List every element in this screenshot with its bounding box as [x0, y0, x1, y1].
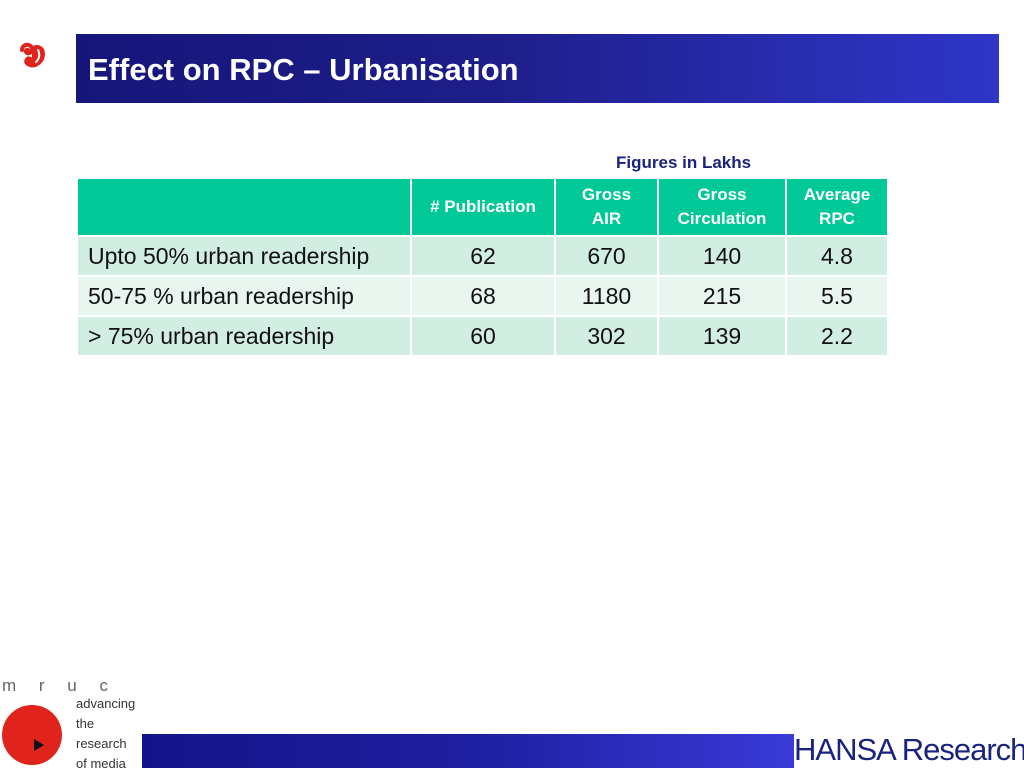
- header-average-rpc-line2: RPC: [819, 209, 855, 228]
- mruc-tagline-line: of media: [76, 756, 126, 771]
- hansa-logo-text: HANSA Research: [794, 732, 1024, 767]
- header-gross-circulation: Gross Circulation: [657, 177, 787, 237]
- header-gross-circulation-line1: Gross: [697, 185, 747, 204]
- mruc-letters: m r u c: [2, 676, 117, 695]
- cell-average-rpc: 4.8: [785, 235, 889, 277]
- cell-publication: 68: [410, 275, 556, 317]
- cell-gross-circulation: 140: [657, 235, 787, 277]
- table-row: > 75% urban readership 60 302 139 2.2: [76, 315, 889, 357]
- table-header-row: # Publication Gross AIR Gross Circulatio…: [76, 177, 889, 237]
- figures-note: Figures in Lakhs: [616, 153, 752, 172]
- mruc-tagline-line: research: [76, 736, 127, 751]
- mruc-tagline-line: the: [76, 716, 95, 731]
- header-empty: [76, 177, 412, 237]
- cell-publication: 62: [410, 235, 556, 277]
- mruc-play-logo-icon: [0, 697, 71, 768]
- cell-gross-circulation: 215: [657, 275, 787, 317]
- cell-average-rpc: 5.5: [785, 275, 889, 317]
- table-row: 50-75 % urban readership 68 1180 215 5.5: [76, 275, 889, 317]
- page-title: Effect on RPC – Urbanisation: [88, 52, 519, 87]
- cell-average-rpc: 2.2: [785, 315, 889, 357]
- hansa-research-logo: HANSA Research: [794, 731, 1024, 768]
- bird-logo-icon: [18, 40, 50, 72]
- header-publication-label: # Publication: [430, 197, 536, 216]
- header-average-rpc-line1: Average: [803, 185, 871, 204]
- mruc-tagline-line: advancing: [76, 696, 136, 711]
- cell-publication: 60: [410, 315, 556, 357]
- cell-gross-circulation: 139: [657, 315, 787, 357]
- header-gross-air-line1: Gross: [581, 185, 632, 204]
- cell-gross-air: 670: [554, 235, 659, 277]
- header-publication: # Publication: [410, 177, 556, 237]
- header-gross-air: Gross AIR: [554, 177, 659, 237]
- header-gross-circulation-line2: Circulation: [677, 209, 767, 228]
- header-average-rpc: Average RPC: [785, 177, 889, 237]
- rpc-urbanisation-table: # Publication Gross AIR Gross Circulatio…: [76, 177, 889, 357]
- header-gross-air-line2: AIR: [591, 209, 622, 228]
- cell-gross-air: 302: [554, 315, 659, 357]
- mruc-tagline: advancing the research of media: [76, 694, 135, 774]
- row-label: > 75% urban readership: [76, 315, 412, 357]
- footer-bar: [142, 734, 794, 768]
- title-bar: Effect on RPC – Urbanisation: [76, 34, 999, 103]
- row-label: Upto 50% urban readership: [76, 235, 412, 277]
- table-row: Upto 50% urban readership 62 670 140 4.8: [76, 235, 889, 277]
- cell-gross-air: 1180: [554, 275, 659, 317]
- row-label: 50-75 % urban readership: [76, 275, 412, 317]
